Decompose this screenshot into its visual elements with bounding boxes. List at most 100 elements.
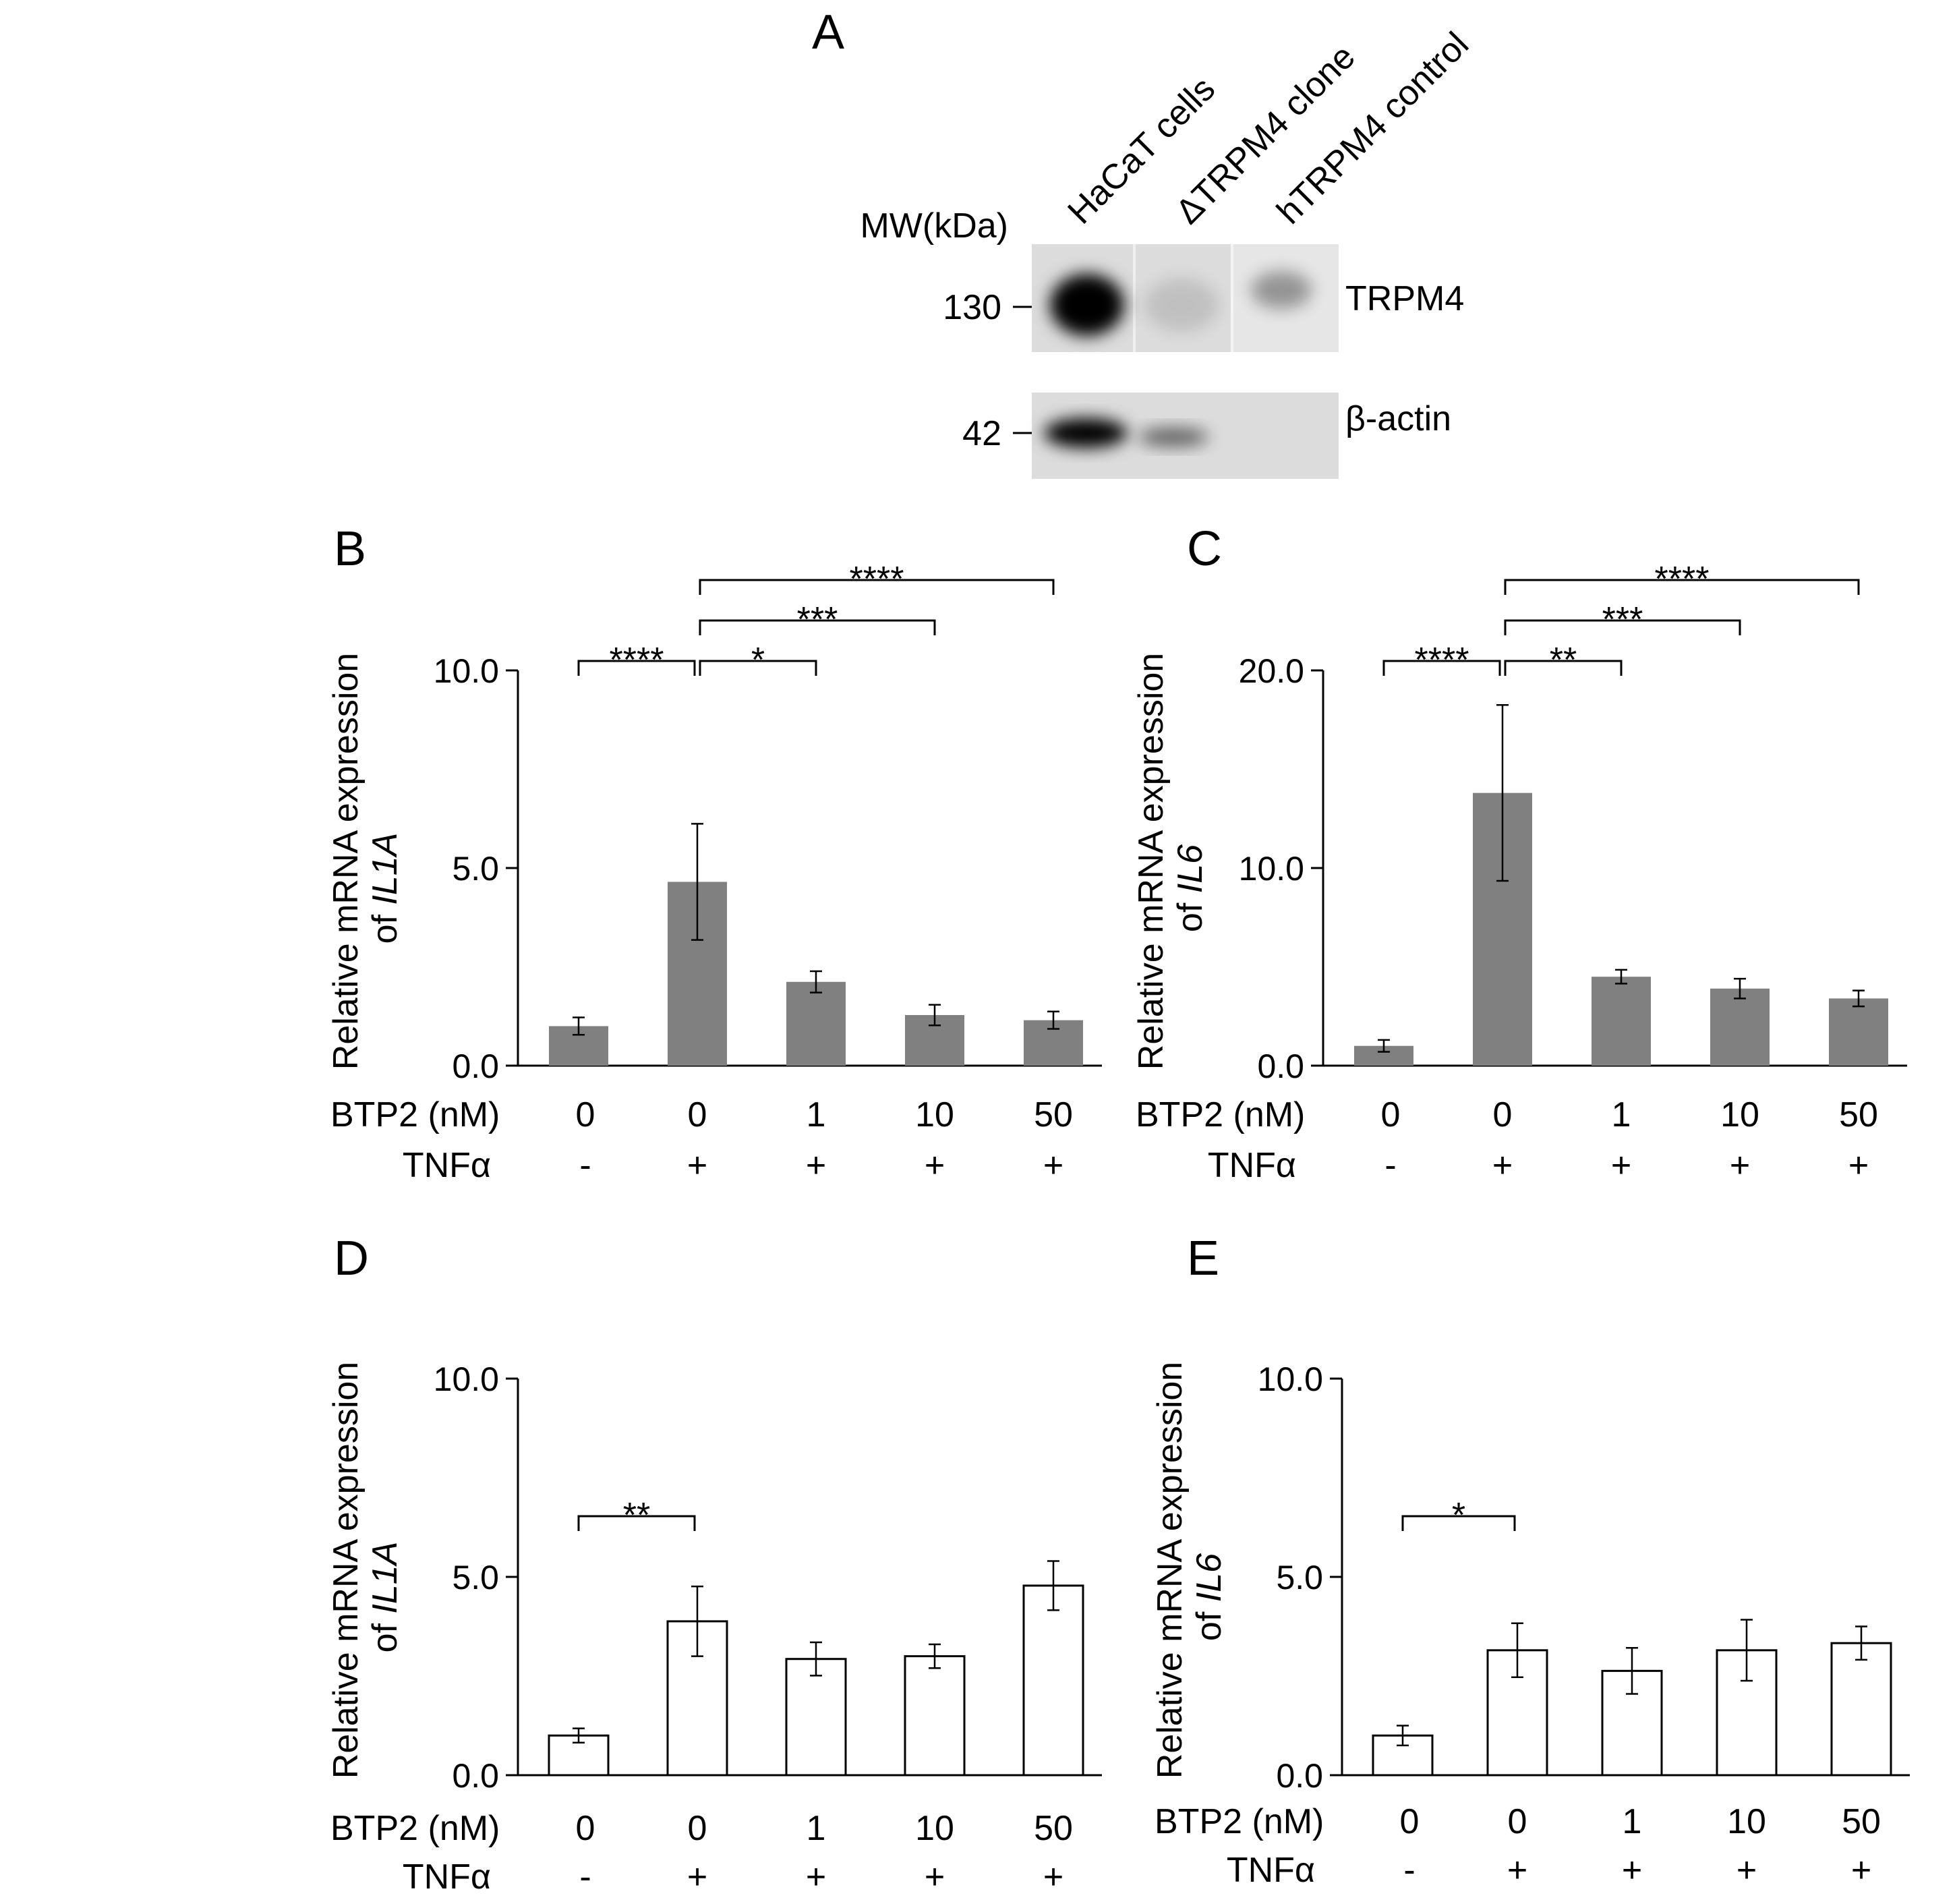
significance-label-e-0: *	[1452, 1496, 1465, 1535]
btp2-value-c-3: 10	[1720, 1095, 1759, 1134]
significance-bracket-c-0	[1382, 660, 1501, 676]
bar-c-3	[1710, 988, 1770, 1066]
tnf-value-b-0: -	[579, 1146, 591, 1185]
chart-panel-c: C 0.0 10.0 20.0 Relative mRNA expression of I…	[1132, 522, 1907, 1185]
y-tick-label-d: 10.0	[434, 1360, 499, 1398]
btp2-value-b-1: 0	[688, 1095, 707, 1134]
band-actin-haCaT	[1044, 418, 1128, 448]
btp2-value-b-3: 10	[915, 1095, 954, 1134]
lane-label-3: hTRPM4 control	[1269, 25, 1476, 232]
mw-130: 130	[943, 288, 1001, 327]
panel-a-label: A	[812, 5, 844, 59]
y-axis-label-gene-d: of IL1A	[366, 1542, 405, 1653]
significance-label-c-3: ****	[1655, 560, 1710, 599]
panel-label-b: B	[334, 522, 366, 576]
significance-label-c-0: ****	[1415, 641, 1469, 680]
panel-label-d: D	[334, 1232, 369, 1286]
y-tick-label-d: 0.0	[452, 1757, 499, 1795]
y-axis-label-gene-name-b: IL1A	[366, 833, 405, 905]
panel-label-e: E	[1187, 1232, 1219, 1286]
y-tick-label-b: 0.0	[452, 1047, 499, 1085]
significance-label-b-2: ***	[797, 600, 838, 639]
y-axis-label-prefix-b: of	[366, 905, 405, 944]
btp2-value-d-2: 1	[807, 1809, 826, 1848]
tnf-row-label-e: TNFα	[1227, 1851, 1315, 1890]
y-axis-label-prefix-d: of	[366, 1614, 405, 1653]
y-tick-label-e: 5.0	[1276, 1559, 1323, 1596]
band-actin-delta	[1138, 428, 1208, 446]
y-tick-label-d: 5.0	[452, 1559, 499, 1596]
significance-label-b-3: ****	[850, 560, 904, 599]
y-tick-label-e: 10.0	[1258, 1360, 1323, 1398]
btp2-value-d-3: 10	[915, 1809, 954, 1848]
significance-label-b-1: *	[751, 641, 765, 680]
tnf-row-label-d: TNFα	[403, 1857, 491, 1897]
significance-bracket-c-1	[1504, 660, 1623, 676]
y-axis-label-e: Relative mRNA expression	[1150, 1362, 1190, 1779]
tnf-value-e-0: -	[1403, 1851, 1415, 1890]
y-axis-label-prefix-c: of	[1171, 893, 1210, 932]
tnf-value-b-4: +	[1043, 1146, 1063, 1185]
tnf-value-e-1: +	[1507, 1851, 1527, 1890]
tnf-value-e-3: +	[1737, 1851, 1757, 1890]
btp2-value-c-2: 1	[1612, 1095, 1631, 1134]
btp2-row-label-c: BTP2 (nM)	[1136, 1095, 1305, 1134]
bar-e-4	[1830, 1642, 1892, 1777]
y-axis-label-gene-b: of IL1A	[366, 833, 405, 944]
bar-c-2	[1592, 977, 1651, 1066]
blot-beta-actin	[1032, 393, 1339, 479]
y-axis-label-c: Relative mRNA expression	[1132, 653, 1171, 1070]
significance-bracket-b-1	[699, 660, 817, 676]
chart-panel-e: E 0.0 5.0 10.0 Relative mRNA expression of IL…	[1150, 1232, 1910, 1890]
y-axis-label-gene-name-e: IL6	[1190, 1553, 1229, 1602]
tnf-value-d-2: +	[806, 1857, 826, 1897]
tnf-value-c-4: +	[1848, 1146, 1869, 1185]
band-trpm4-haCaT	[1050, 274, 1124, 336]
tnf-value-d-0: -	[579, 1857, 591, 1897]
btp2-value-d-1: 0	[688, 1809, 707, 1848]
tnf-value-e-4: +	[1851, 1851, 1871, 1890]
significance-bracket-d-0	[577, 1515, 696, 1531]
significance-bracket-c-3	[1504, 579, 1860, 595]
btp2-value-e-2: 1	[1623, 1802, 1642, 1841]
bar-d-3	[904, 1655, 966, 1777]
y-tick-label-c: 20.0	[1239, 652, 1304, 690]
y-axis-label-d: Relative mRNA expression	[326, 1362, 366, 1779]
protein-beta-actin: β-actin	[1345, 399, 1451, 438]
y-tick-label-b: 5.0	[452, 850, 499, 888]
btp2-row-label-d: BTP2 (nM)	[330, 1809, 500, 1848]
y-tick-label-c: 0.0	[1257, 1047, 1304, 1085]
y-axis-label-gene-name-d: IL1A	[366, 1542, 405, 1614]
btp2-value-c-0: 0	[1381, 1095, 1401, 1134]
panel-a: A HaCaT cells ΔTRPM4 clone hTRPM4 contro…	[812, 5, 1476, 479]
y-axis-label-gene-name-c: IL6	[1171, 844, 1210, 893]
btp2-value-b-0: 0	[576, 1095, 595, 1134]
btp2-value-c-1: 0	[1493, 1095, 1513, 1134]
tnf-value-c-2: +	[1611, 1146, 1631, 1185]
significance-label-c-2: ***	[1602, 600, 1643, 639]
mw-42: 42	[962, 414, 1001, 453]
y-axis-label-gene-c: of IL6	[1171, 844, 1210, 932]
y-axis-label-prefix-e: of	[1190, 1602, 1229, 1641]
y-tick-label-b: 10.0	[434, 652, 499, 690]
chart-panel-d: D 0.0 5.0 10.0 Relative mRNA expression of IL…	[326, 1232, 1102, 1897]
btp2-row-label-e: BTP2 (nM)	[1155, 1802, 1324, 1841]
btp2-value-e-1: 0	[1508, 1802, 1527, 1841]
band-trpm4-delta	[1144, 278, 1219, 332]
tnf-row-label-c: TNFα	[1208, 1146, 1296, 1185]
mw-label: MW(kDa)	[860, 206, 1008, 246]
lane-label-2: ΔTRPM4 clone	[1168, 37, 1362, 231]
chart-panel-b: B 0.0 5.0 10.0 Relative mRNA expression of IL…	[326, 522, 1102, 1185]
tnf-value-b-1: +	[687, 1146, 707, 1185]
y-axis-label-b: Relative mRNA expression	[326, 653, 366, 1070]
tnf-row-label-b: TNFα	[403, 1146, 491, 1185]
tnf-value-e-2: +	[1622, 1851, 1642, 1890]
btp2-value-d-0: 0	[576, 1809, 595, 1848]
blot-trpm4	[1032, 244, 1339, 352]
panel-label-c: C	[1187, 522, 1222, 576]
btp2-value-c-4: 50	[1839, 1095, 1878, 1134]
btp2-value-e-0: 0	[1400, 1802, 1420, 1841]
tnf-value-b-3: +	[925, 1146, 945, 1185]
btp2-value-b-4: 50	[1034, 1095, 1073, 1134]
